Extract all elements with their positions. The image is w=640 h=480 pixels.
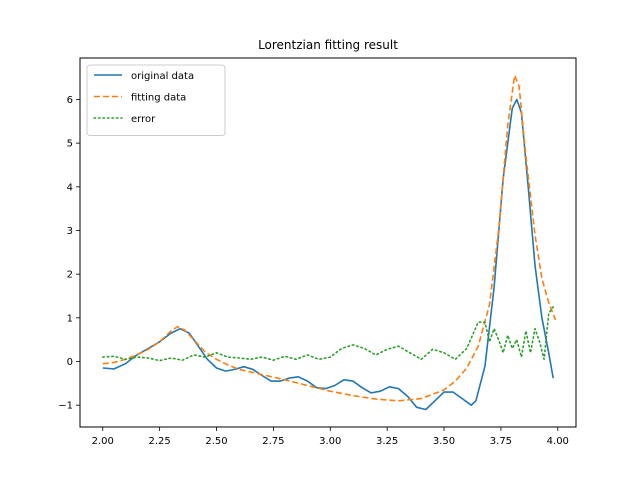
y-tick-label: 0 (67, 357, 73, 368)
x-tick-label: 4.00 (547, 436, 569, 447)
x-tick-label: 2.50 (205, 436, 227, 447)
y-tick-label: 3 (67, 226, 73, 237)
legend-label: original data (131, 71, 194, 82)
x-tick-label: 2.25 (149, 436, 171, 447)
y-tick-label: −1 (58, 401, 73, 412)
legend-label: error (131, 114, 156, 125)
x-tick-label: 3.25 (376, 436, 398, 447)
series-line-fitting-data (102, 74, 557, 402)
y-axis: −1 0 1 2 3 4 5 6 (58, 95, 80, 412)
x-tick-label: 2.75 (262, 436, 284, 447)
x-axis: 2.00 2.25 2.50 2.75 3.00 3.25 3.50 3.75 4.00 (92, 427, 569, 447)
y-tick-label: 5 (67, 139, 73, 150)
x-tick-label: 3.50 (433, 436, 455, 447)
y-tick-label: 1 (67, 313, 73, 324)
y-tick-label: 4 (67, 182, 73, 193)
y-tick-label: 6 (67, 95, 73, 106)
plot-frame (79, 57, 577, 428)
x-tick-label: 3.75 (490, 436, 512, 447)
series-layer (102, 74, 557, 411)
legend: original data fitting data error (86, 64, 226, 136)
chart-title: Lorentzian fitting result (258, 38, 398, 52)
legend-label: fitting data (131, 93, 186, 104)
x-tick-label: 3.00 (319, 436, 341, 447)
y-tick-label: 2 (67, 270, 73, 281)
series-line-error (102, 306, 554, 362)
x-tick-label: 2.00 (92, 436, 114, 447)
